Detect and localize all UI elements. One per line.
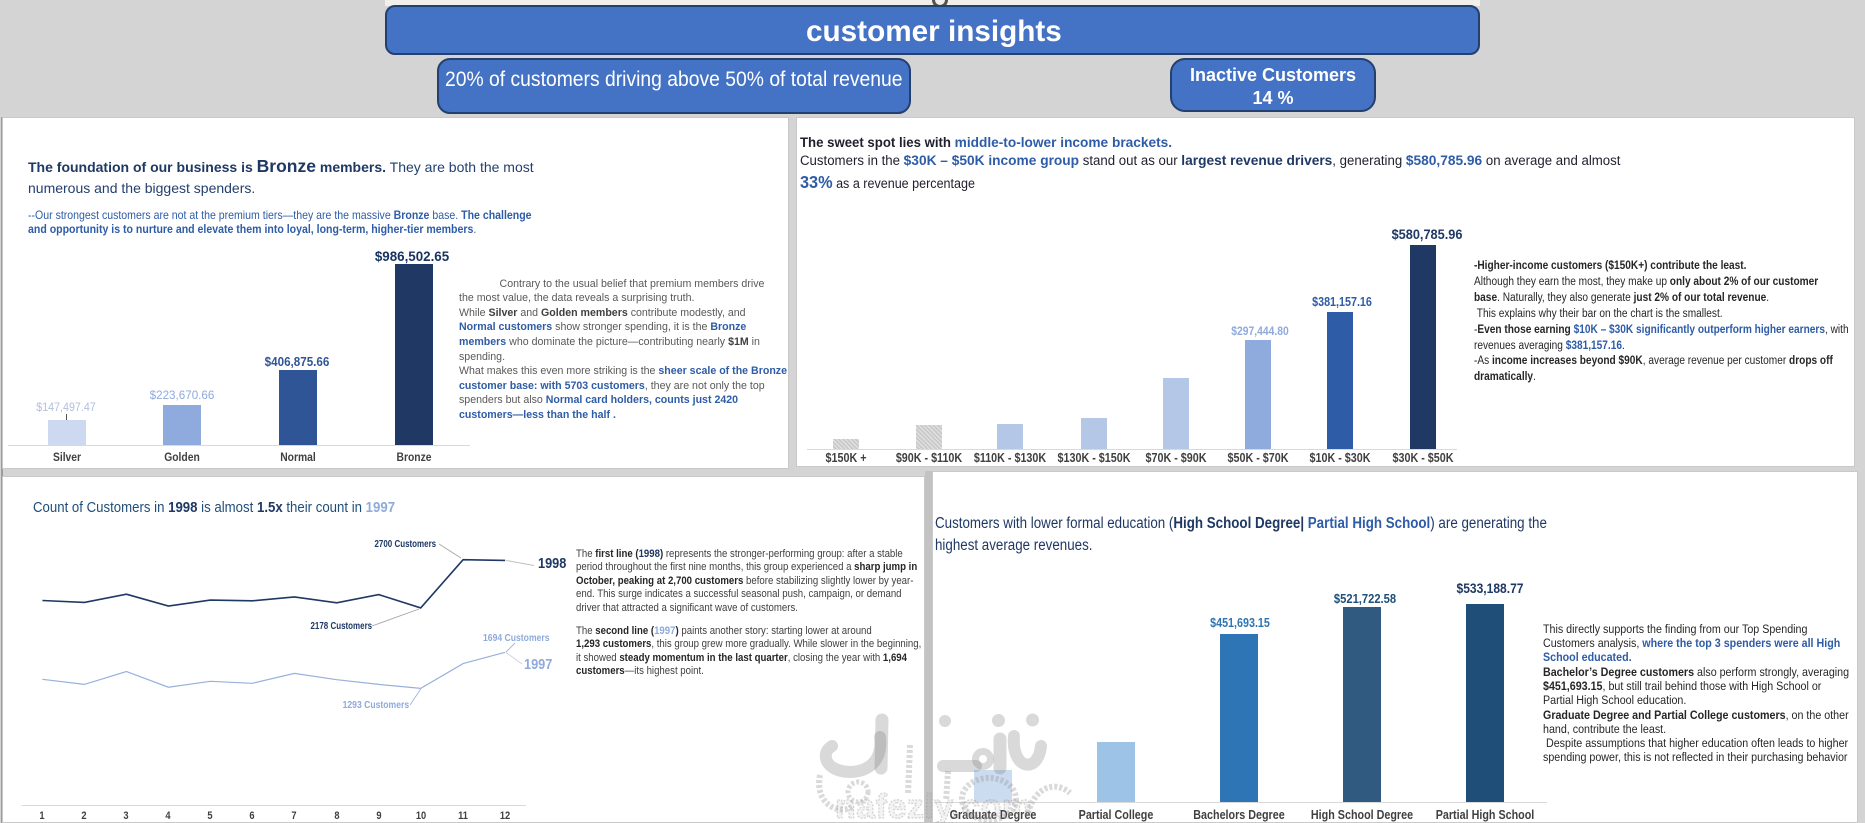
svg-text:nafezly.com: nafezly.com xyxy=(835,788,1033,823)
